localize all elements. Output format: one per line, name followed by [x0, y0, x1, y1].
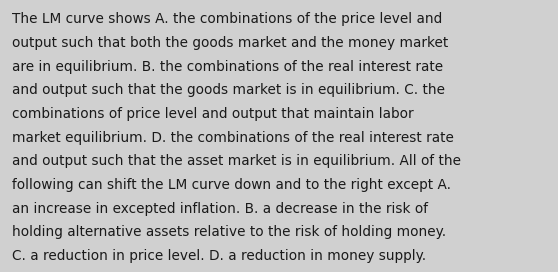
Text: an increase in excepted inflation. B. a decrease in the risk of: an increase in excepted inflation. B. a … — [12, 202, 429, 215]
Text: and output such that the goods market is in equilibrium. C. the: and output such that the goods market is… — [12, 83, 445, 97]
Text: are in equilibrium. B. the combinations of the real interest rate: are in equilibrium. B. the combinations … — [12, 60, 444, 73]
Text: output such that both the goods market and the money market: output such that both the goods market a… — [12, 36, 449, 50]
Text: combinations of price level and output that maintain labor: combinations of price level and output t… — [12, 107, 414, 121]
Text: market equilibrium. D. the combinations of the real interest rate: market equilibrium. D. the combinations … — [12, 131, 454, 144]
Text: following can shift the LM curve down and to the right except A.: following can shift the LM curve down an… — [12, 178, 451, 192]
Text: and output such that the asset market is in equilibrium. All of the: and output such that the asset market is… — [12, 154, 461, 168]
Text: The LM curve shows A. the combinations of the price level and: The LM curve shows A. the combinations o… — [12, 12, 442, 26]
Text: C. a reduction in price level. D. a reduction in money supply.: C. a reduction in price level. D. a redu… — [12, 249, 426, 263]
Text: holding alternative assets relative to the risk of holding money.: holding alternative assets relative to t… — [12, 225, 446, 239]
